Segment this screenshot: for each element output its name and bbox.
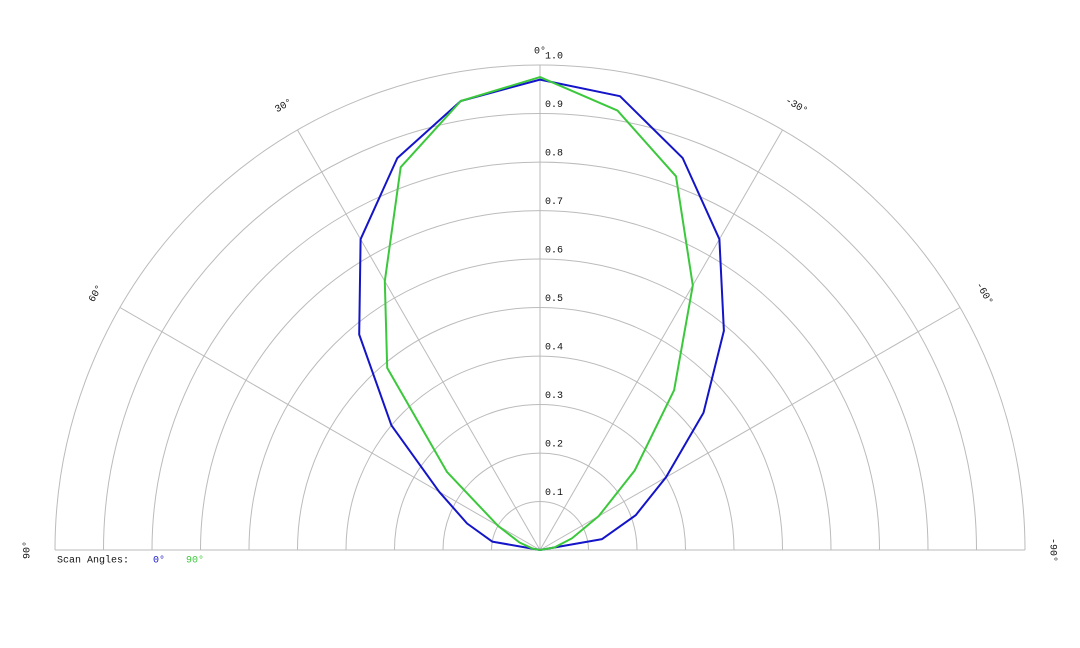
grid-spoke: [539, 129, 783, 551]
angle-tick-label: -90°: [1046, 538, 1058, 562]
series-line: [358, 78, 725, 551]
r-tick-label: 0.6: [545, 246, 563, 257]
r-tick-label: 1.0: [545, 52, 563, 63]
grid-spoke: [539, 307, 961, 551]
r-tick-label: 0.2: [545, 440, 563, 451]
r-tick-label: 0.5: [545, 294, 563, 305]
r-tick-label: 0.4: [545, 343, 563, 354]
angle-tick-label: 60°: [87, 283, 106, 305]
r-tick-label: 0.8: [545, 149, 563, 160]
legend-title: Scan Angles:: [57, 555, 129, 567]
r-tick-label: 0.7: [545, 197, 563, 208]
grid-spoke: [119, 307, 541, 551]
angle-tick-label: 0°: [534, 46, 546, 58]
grid-spoke: [297, 129, 541, 551]
angle-tick-label: 90°: [22, 541, 34, 559]
angle-tick-label: 30°: [273, 97, 295, 116]
legend-entry: 90°: [186, 555, 204, 567]
r-tick-label: 0.3: [545, 391, 563, 402]
r-tick-label: 0.9: [545, 100, 563, 111]
r-tick-label: 0.1: [545, 488, 563, 499]
angle-tick-label: -30°: [783, 95, 810, 117]
angle-tick-label: -60°: [973, 280, 995, 307]
legend-entry: 0°: [153, 555, 165, 567]
series-line: [383, 76, 694, 551]
